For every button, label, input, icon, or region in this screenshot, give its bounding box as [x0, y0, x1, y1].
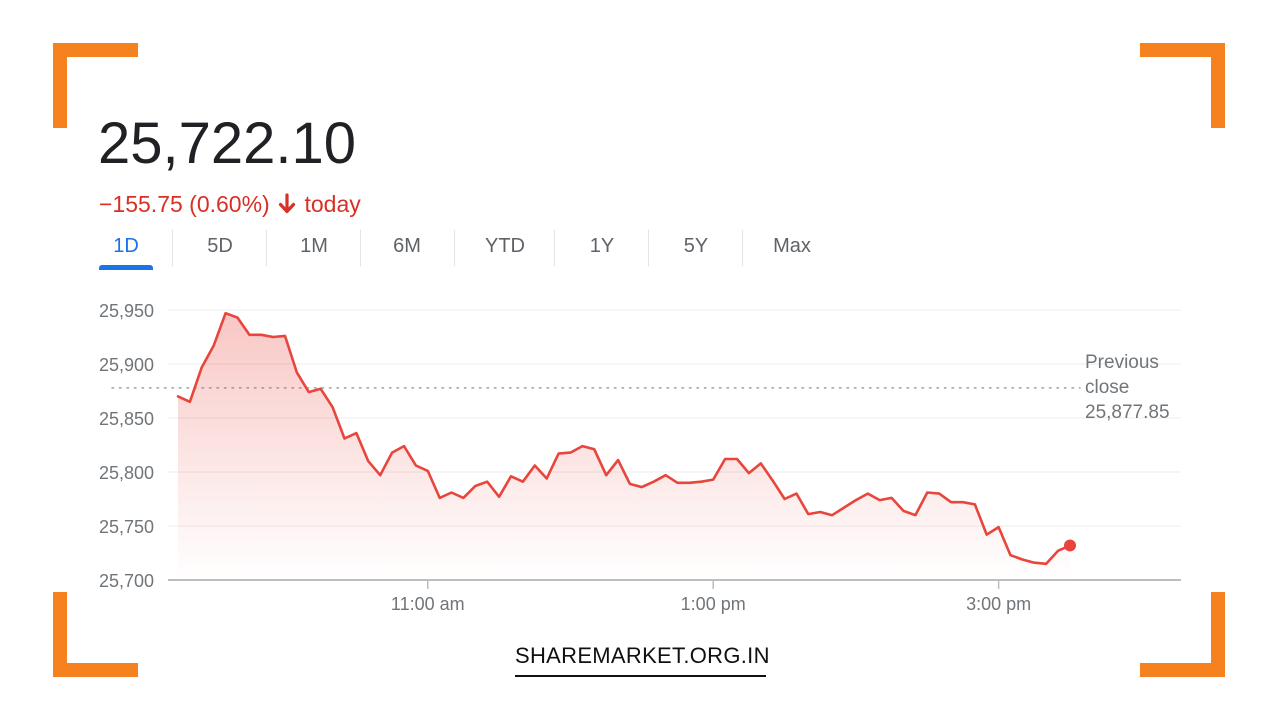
frame-corner-top-right — [1140, 43, 1225, 128]
tab-divider — [454, 230, 455, 266]
last-price-marker — [1064, 539, 1076, 552]
tab-max[interactable]: Max — [773, 235, 811, 257]
previous-close-value: 25,877.85 — [1085, 402, 1170, 423]
brand-underline — [515, 675, 766, 677]
x-tick-label: 11:00 am — [391, 594, 465, 614]
x-tick-label: 3:00 pm — [966, 594, 1031, 614]
tab-5y[interactable]: 5Y — [683, 235, 709, 257]
tab-1m[interactable]: 1M — [300, 235, 328, 257]
y-tick-label: 25,750 — [99, 517, 154, 537]
price-area-fill — [178, 313, 1070, 580]
tab-ytd[interactable]: YTD — [485, 235, 525, 257]
tab-divider — [648, 230, 649, 266]
y-tick-label: 25,950 — [99, 301, 154, 321]
tab-5d[interactable]: 5D — [207, 235, 233, 257]
tab-1d[interactable]: 1D — [113, 235, 139, 257]
y-tick-label: 25,800 — [99, 463, 154, 483]
y-tick-label: 25,700 — [99, 571, 154, 591]
current-price: 25,722.10 — [98, 111, 357, 176]
frame-corner-top-left — [53, 43, 138, 128]
tab-1y[interactable]: 1Y — [589, 235, 615, 257]
tab-divider — [266, 230, 267, 266]
frame-corner-bottom-left — [53, 592, 138, 677]
y-tick-label: 25,900 — [99, 355, 154, 375]
tab-divider — [742, 230, 743, 266]
frame-corner-bottom-right — [1140, 592, 1225, 677]
change-value: −155.75 (0.60%) — [99, 191, 270, 217]
tab-divider — [554, 230, 555, 266]
y-tick-label: 25,850 — [99, 409, 154, 429]
arrow-down-icon — [278, 193, 296, 214]
x-tick-label: 1:00 pm — [681, 594, 746, 614]
price-line — [176, 311, 1072, 566]
previous-close-title: Previous — [1085, 352, 1159, 373]
previous-close-label: Previous close 25,877.85 — [1085, 350, 1170, 425]
price-change: −155.75 (0.60%) today — [99, 189, 361, 219]
previous-close-subtitle: close — [1085, 377, 1130, 398]
change-suffix: today — [304, 191, 361, 217]
active-tab-indicator — [99, 265, 153, 270]
brand-text[interactable]: SHAREMARKET.ORG.IN — [515, 643, 770, 668]
tab-6m[interactable]: 6M — [393, 235, 421, 257]
tab-divider — [360, 230, 361, 266]
tab-divider — [172, 230, 173, 266]
